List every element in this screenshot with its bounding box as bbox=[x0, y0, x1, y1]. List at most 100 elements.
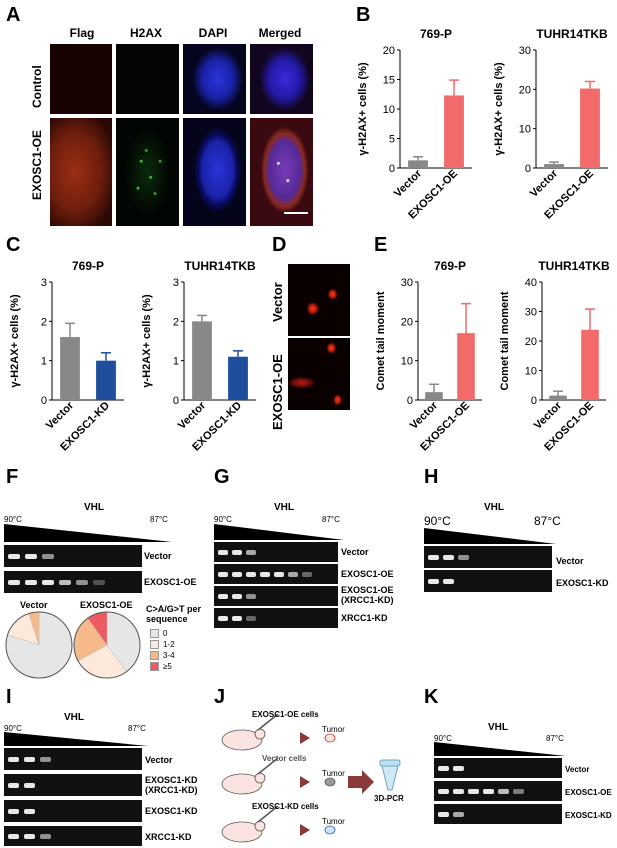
legend-label-0: 0 bbox=[163, 629, 168, 638]
chart-title: 769-P bbox=[434, 259, 466, 273]
chart-title: 769-P bbox=[72, 259, 104, 273]
gel-i-lane-3 bbox=[4, 800, 142, 822]
legend-label-1: 1-2 bbox=[163, 640, 175, 649]
y-tick-label: 3 bbox=[41, 277, 47, 289]
chart-title: 769-P bbox=[420, 27, 452, 41]
gel-h-gradient-wedge bbox=[424, 528, 556, 544]
legend-label-2: 3-4 bbox=[163, 651, 175, 660]
gel-f-label-oe: EXOSC1-OE bbox=[144, 577, 197, 587]
panel-j-schematic bbox=[221, 713, 401, 843]
pie-exosc1-oe bbox=[73, 611, 141, 679]
y-axis-label: Comet tail moment bbox=[499, 291, 511, 390]
y-tick-label: 10 bbox=[401, 356, 413, 368]
mouse-vector bbox=[221, 757, 279, 795]
row-exosc1-oe: EXOSC1-OE bbox=[30, 129, 44, 200]
tumor-oe bbox=[324, 733, 336, 743]
bar-exosc1-oe bbox=[444, 95, 464, 168]
micrograph-dapi-oe bbox=[183, 118, 246, 226]
gel-f-label-vector: Vector bbox=[144, 551, 172, 561]
panel-label-h: H bbox=[424, 466, 439, 488]
gel-g-lane-4 bbox=[214, 608, 338, 628]
panel-label-c: C bbox=[6, 234, 21, 256]
gel-h-lane-kd bbox=[424, 570, 552, 592]
y-tick-label: 20 bbox=[525, 336, 537, 348]
gel-i-lo: 87°C bbox=[128, 724, 146, 733]
gel-k-gradient-wedge bbox=[434, 742, 566, 756]
j-label-oe: EXOSC1-OE cells bbox=[252, 710, 319, 719]
gel-f-vhl: VHL bbox=[84, 502, 104, 513]
y-tick-label: 5 bbox=[389, 134, 395, 146]
y-tick-label: 15 bbox=[383, 75, 395, 87]
gel-f-gradient-wedge bbox=[4, 524, 172, 542]
gel-h-vhl: VHL bbox=[484, 502, 504, 513]
scale-bar bbox=[284, 212, 308, 214]
gel-k-lane-oe bbox=[434, 781, 562, 801]
y-tick-label: 40 bbox=[525, 277, 537, 289]
gel-f-hi: 90°C bbox=[4, 515, 22, 524]
bar-vector bbox=[60, 337, 80, 400]
gel-i-lane-4 bbox=[4, 826, 142, 846]
mouse-kd bbox=[221, 805, 279, 843]
pie-legend: 0 1-2 3-4 ≥5 bbox=[150, 628, 175, 672]
pie-outline bbox=[5, 611, 73, 679]
pie-legend-title: C>A/G>T per sequence bbox=[146, 604, 202, 624]
y-tick-label: 2 bbox=[173, 316, 179, 328]
x-tick-label: Vector bbox=[528, 167, 561, 200]
x-tick-label: Vector bbox=[392, 167, 425, 200]
row-control: Control bbox=[30, 65, 44, 108]
legend-swatch-1 bbox=[150, 640, 159, 649]
col-h2ax: H2AX bbox=[129, 26, 162, 40]
gel-g-vhl: VHL bbox=[274, 502, 294, 513]
y-tick-label: 0 bbox=[389, 163, 395, 175]
pie-title-vector: Vector bbox=[20, 600, 48, 610]
gel-h-hi: 90°C bbox=[424, 514, 451, 528]
mouse-oe bbox=[221, 713, 279, 751]
comet-image-exosc1-oe bbox=[288, 338, 350, 410]
y-tick-label: 0 bbox=[407, 395, 413, 407]
y-tick-label: 3 bbox=[173, 277, 179, 289]
col-flag: Flag bbox=[69, 26, 95, 40]
y-tick-label: 0 bbox=[525, 163, 531, 175]
gel-i-label-4: XRCC1-KD bbox=[145, 832, 192, 842]
panel-label-f: F bbox=[6, 466, 19, 488]
gel-g-lane-2 bbox=[214, 564, 338, 584]
panel-label-b: B bbox=[356, 4, 371, 26]
bar-exosc1-kd bbox=[96, 360, 116, 400]
y-tick-label: 10 bbox=[519, 124, 531, 136]
chart-b-769p: 769-Pγ-H2AX+ cells (%)05101520VectorEXOS… bbox=[357, 27, 472, 222]
x-tick-label: Vector bbox=[44, 399, 77, 432]
gel-h-lo: 87°C bbox=[534, 514, 561, 528]
gel-g-label-1: Vector bbox=[341, 547, 369, 557]
bar-exosc1-oe bbox=[457, 333, 475, 400]
legend-swatch-3 bbox=[150, 662, 159, 671]
gel-g-lane-3 bbox=[214, 586, 338, 606]
j-assay-label: 3D-PCR bbox=[374, 794, 404, 803]
pie-vector bbox=[5, 611, 73, 679]
j-tumor-oe: Tumor bbox=[322, 725, 345, 734]
y-tick-label: 0 bbox=[41, 395, 47, 407]
arrow-to-pcr bbox=[348, 770, 374, 794]
gel-i-lane-1 bbox=[4, 748, 142, 770]
bar-exosc1-oe bbox=[581, 329, 599, 400]
gel-f-lane-oe bbox=[4, 571, 142, 593]
pie-outline bbox=[73, 611, 141, 679]
gel-g-label-3: EXOSC1-OE (XRCC1-KD) bbox=[341, 585, 394, 605]
legend-label-3: ≥5 bbox=[163, 662, 172, 671]
col-merged: Merged bbox=[258, 26, 302, 40]
panel-label-k: K bbox=[424, 686, 439, 708]
gel-k-lane-vector bbox=[434, 758, 562, 778]
y-tick-label: 2 bbox=[41, 316, 47, 328]
y-axis-label: γ-H2AX+ cells (%) bbox=[357, 62, 369, 156]
gel-i-hi: 90°C bbox=[4, 724, 22, 733]
micrograph-dapi-control bbox=[183, 44, 246, 114]
y-tick-label: 1 bbox=[41, 356, 47, 368]
y-tick-label: 0 bbox=[173, 395, 179, 407]
y-axis-label: γ-H2AX+ cells (%) bbox=[141, 294, 153, 388]
gel-f-lo: 87°C bbox=[150, 515, 168, 524]
y-tick-label: 1 bbox=[173, 356, 179, 368]
gel-k-label-oe: EXOSC1-OE bbox=[565, 788, 612, 797]
y-tick-label: 10 bbox=[525, 366, 537, 378]
y-axis-label: γ-H2AX+ cells (%) bbox=[493, 62, 505, 156]
chart-title: TUHR14TKB bbox=[538, 259, 610, 273]
